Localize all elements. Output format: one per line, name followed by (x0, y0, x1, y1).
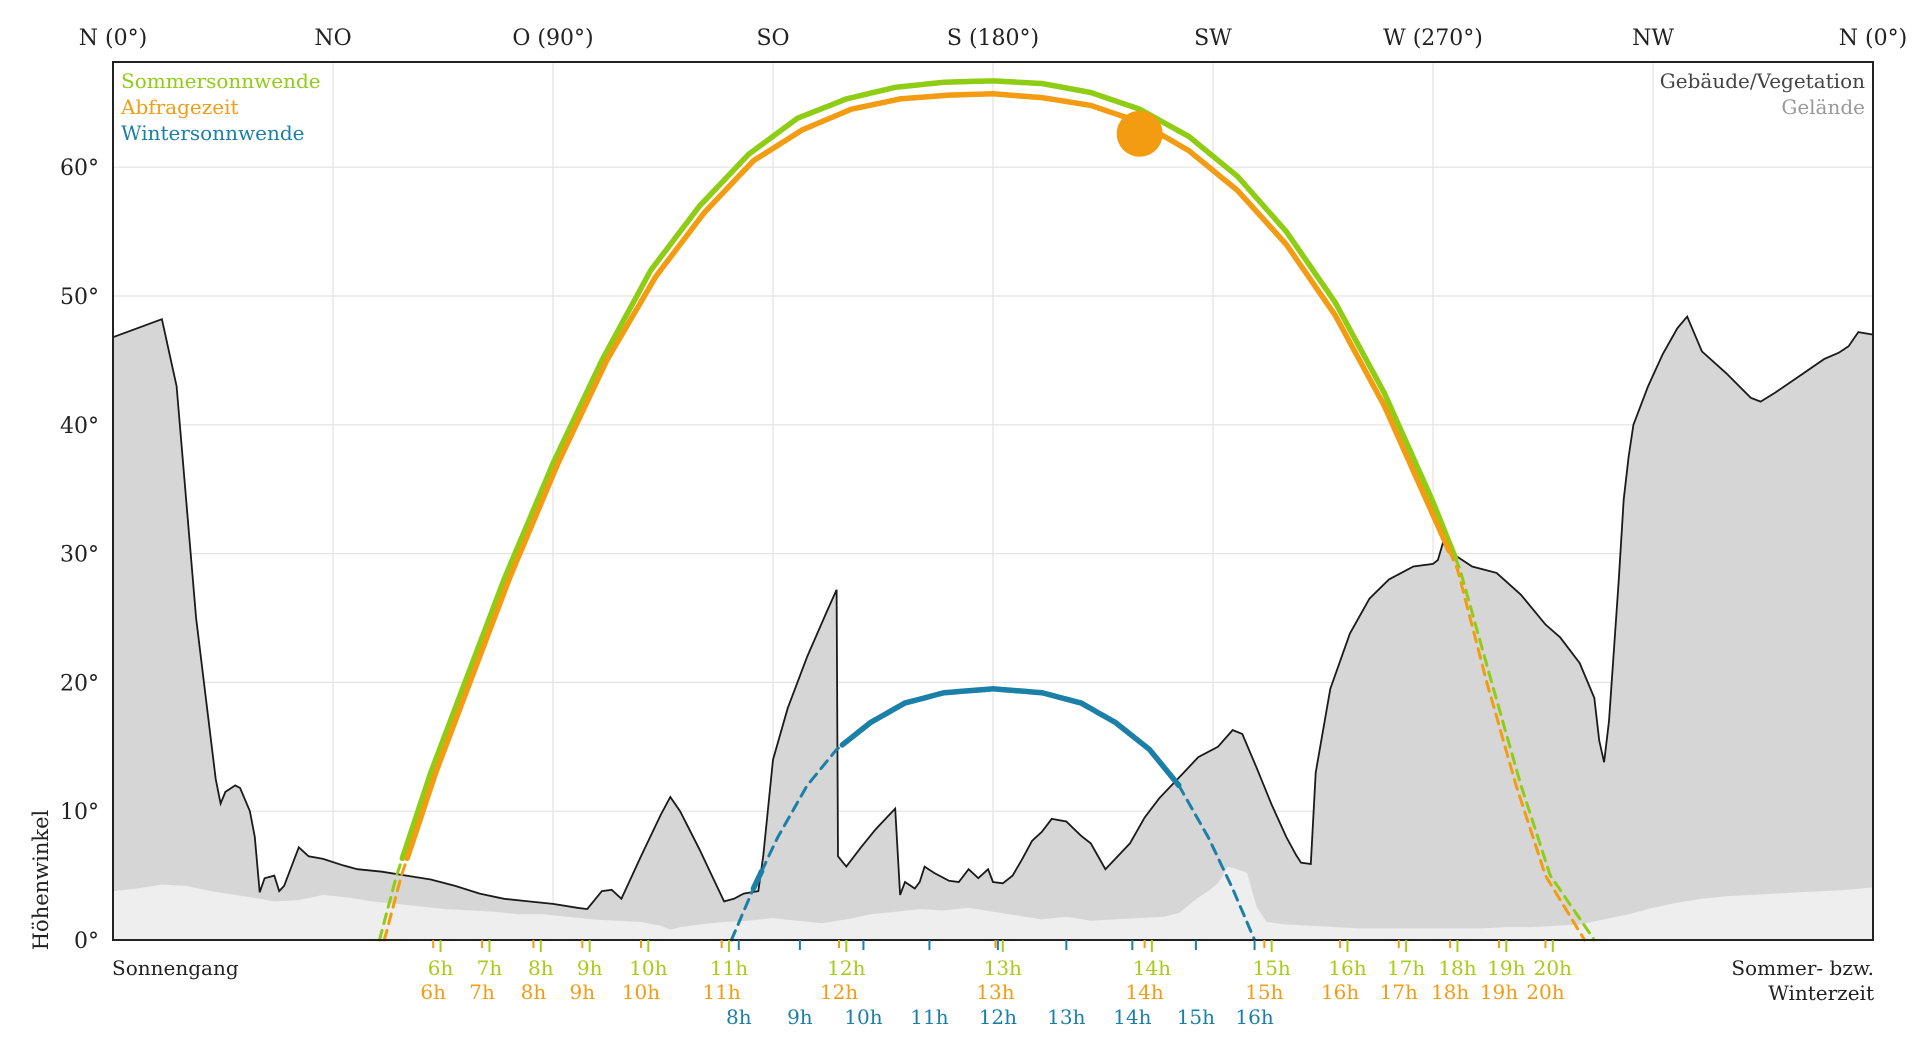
summer-hour-15h: 15h (1252, 956, 1290, 980)
wintersonnwende-path-hidden-4 (1177, 783, 1257, 942)
sun-paths (377, 78, 1596, 942)
legend-left-0: Sommersonnwende (121, 69, 321, 93)
y-tick-label-1: 10° (60, 800, 99, 825)
winter-hour-8h: 8h (726, 1005, 752, 1029)
y-tick-label-4: 40° (60, 414, 99, 439)
legend-left-1: Abfragezeit (120, 95, 239, 119)
query-hour-16h: 16h (1321, 980, 1359, 1004)
wintersonnwende-path-visible-3 (839, 686, 1182, 789)
query-hour-13h: 13h (976, 980, 1014, 1004)
winter-hour-12h: 12h (979, 1005, 1017, 1029)
summer-hour-12h: 12h (827, 956, 865, 980)
winter-hour-11h: 11h (910, 1005, 948, 1029)
winter-hour-9h: 9h (787, 1005, 813, 1029)
legend-left-2: Wintersonnwende (121, 121, 304, 145)
summer-hour-16h: 16h (1328, 956, 1366, 980)
query-hour-6h: 6h (420, 980, 446, 1004)
wintersonnwende-path-hidden-0 (729, 887, 755, 942)
sommersonnwende-path-hidden-0 (377, 856, 404, 942)
summer-hour-11h: 11h (710, 956, 748, 980)
x-tick-labels: N (0°) NO O (90°) SO S (180°) SW W (270°) NW N (… (79, 26, 1907, 51)
legend-right-1: Gelände (1781, 95, 1865, 119)
query-hour-9h: 9h (570, 980, 596, 1004)
summer-hour-10h: 10h (629, 956, 667, 980)
winter-hour-13h: 13h (1047, 1005, 1085, 1029)
query-hour-19h: 19h (1480, 980, 1518, 1004)
x-tick-label-6: W (270°) (1383, 26, 1483, 51)
x-tick-label-3: SO (756, 26, 789, 51)
y-axis-label: Höhenwinkel (29, 809, 53, 950)
x-tick-label-0: N (0°) (79, 26, 147, 51)
summer-hour-13h: 13h (984, 956, 1022, 980)
sonnengang-label: Sonnengang (112, 956, 239, 980)
buildings-vegetation-area (113, 316, 1873, 941)
winter-hour-15h: 15h (1177, 1005, 1215, 1029)
x-tick-label-1: NO (314, 26, 351, 51)
query-hour-7h: 7h (469, 980, 495, 1004)
sommersonnwende-path-visible-1 (399, 78, 1459, 862)
y-tick-labels: 0° 10° 20° 30° 40° 50° 60° (60, 156, 99, 954)
winter-hour-16h: 16h (1235, 1005, 1273, 1029)
wintersonnwende-path-hidden-2 (760, 743, 844, 873)
sommersonnwende-path-hidden-2 (1453, 556, 1596, 942)
time-mode-label-line1: Sommer- bzw. (1731, 956, 1874, 980)
summer-hour-17h: 17h (1387, 956, 1425, 980)
summer-hour-8h: 8h (528, 956, 554, 980)
summer-hour-19h: 19h (1487, 956, 1525, 980)
query-hour-20h: 20h (1526, 980, 1564, 1004)
query-hour-15h: 15h (1245, 980, 1283, 1004)
legend-right-0: Gebäude/Vegetation (1660, 69, 1865, 93)
terrain-area (113, 866, 1873, 940)
legend: SommersonnwendeAbfragezeitWintersonnwend… (120, 69, 1865, 145)
summer-hour-18h: 18h (1438, 956, 1476, 980)
query-hour-12h: 12h (820, 980, 858, 1004)
y-tick-label-0: 0° (74, 929, 99, 954)
query-hour-11h: 11h (702, 980, 740, 1004)
x-tick-label-2: O (90°) (512, 26, 593, 51)
summer-hour-9h: 9h (577, 956, 603, 980)
y-tick-label-5: 50° (60, 285, 99, 310)
x-tick-label-5: SW (1194, 26, 1232, 51)
plot-frame (112, 61, 1874, 941)
abfragezeit-path-hidden-0 (382, 856, 409, 942)
query-hour-18h: 18h (1431, 980, 1469, 1004)
query-hour-14h: 14h (1125, 980, 1163, 1004)
summer-hour-6h: 6h (428, 956, 454, 980)
abfragezeit-path-hidden-2 (1447, 549, 1587, 942)
abfragezeit-path-visible-1 (404, 91, 1453, 862)
query-hour-17h: 17h (1380, 980, 1418, 1004)
x-tick-label-7: NW (1632, 26, 1674, 51)
y-tick-label-6: 60° (60, 156, 99, 181)
summer-hour-14h: 14h (1133, 956, 1171, 980)
plot-border (112, 61, 1874, 941)
time-mode-label-line2: Winterzeit (1768, 981, 1874, 1005)
query-hour-10h: 10h (622, 980, 660, 1004)
current-sun-marker (1116, 110, 1163, 157)
summer-hour-20h: 20h (1534, 956, 1572, 980)
wintersonnwende-path-visible-1 (750, 868, 765, 892)
winter-hour-14h: 14h (1113, 1005, 1151, 1029)
y-tick-label-2: 20° (60, 671, 99, 696)
y-tick-label-3: 30° (60, 543, 99, 568)
x-tick-label-8: N (0°) (1839, 26, 1907, 51)
query-hour-8h: 8h (521, 980, 547, 1004)
x-tick-label-4: S (180°) (947, 26, 1039, 51)
winter-hour-10h: 10h (844, 1005, 882, 1029)
summer-hour-7h: 7h (477, 956, 503, 980)
hour-labels: 6h 7h 8h 9h 10h 11h 12h 13h 14h 15h 16h 17h 18h 19h 20… (420, 940, 1572, 1029)
